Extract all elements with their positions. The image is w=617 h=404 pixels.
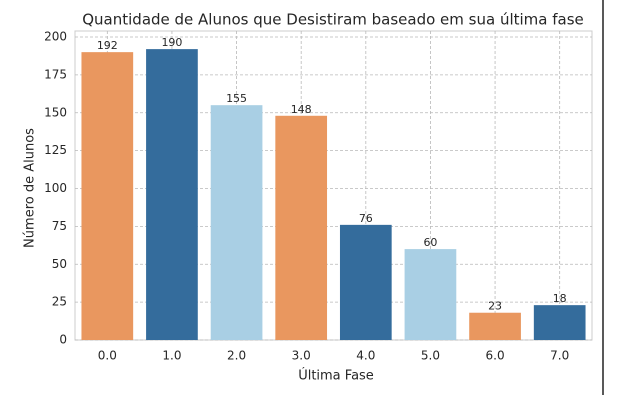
y-tick-label: 150 (44, 105, 67, 119)
x-tick-label: 4.0 (356, 349, 375, 363)
bar (469, 312, 521, 340)
y-tick-label: 200 (44, 30, 67, 44)
y-tick-label: 100 (44, 181, 67, 195)
x-tick-label: 3.0 (292, 349, 311, 363)
bar-annotation: 60 (423, 236, 437, 249)
bar (81, 52, 134, 341)
bar (275, 115, 328, 340)
x-axis-label: Última Fase (298, 368, 374, 384)
y-tick-label: 0 (59, 333, 67, 347)
x-tick-label: 2.0 (227, 349, 246, 363)
bar (533, 305, 586, 340)
y-tick-label: 25 (52, 295, 67, 309)
y-tick-label: 50 (52, 257, 67, 271)
y-tick-label: 125 (44, 143, 67, 157)
bar (404, 249, 457, 340)
chart-title: Quantidade de Alunos que Desistiram base… (82, 11, 584, 29)
x-tick-label: 7.0 (550, 349, 569, 363)
y-tick-label: 175 (44, 67, 67, 81)
bar-annotation: 190 (161, 36, 182, 49)
x-tick-label: 6.0 (486, 349, 505, 363)
bar (146, 49, 198, 341)
bar-annotation: 155 (226, 92, 247, 105)
x-tick-label: 0.0 (98, 349, 117, 363)
y-axis-label: Número de Alunos (23, 128, 38, 248)
bar-annotation: 148 (291, 103, 312, 116)
bar-annotation: 18 (553, 292, 567, 305)
x-tick-label: 1.0 (162, 349, 181, 363)
bar-annotation: 76 (359, 212, 373, 225)
bar-annotation: 23 (488, 300, 502, 313)
y-tick-label: 75 (52, 219, 67, 233)
x-tick-label: 5.0 (421, 349, 440, 363)
bar (210, 105, 263, 340)
bar-annotation: 192 (97, 39, 118, 52)
bar (339, 224, 392, 340)
